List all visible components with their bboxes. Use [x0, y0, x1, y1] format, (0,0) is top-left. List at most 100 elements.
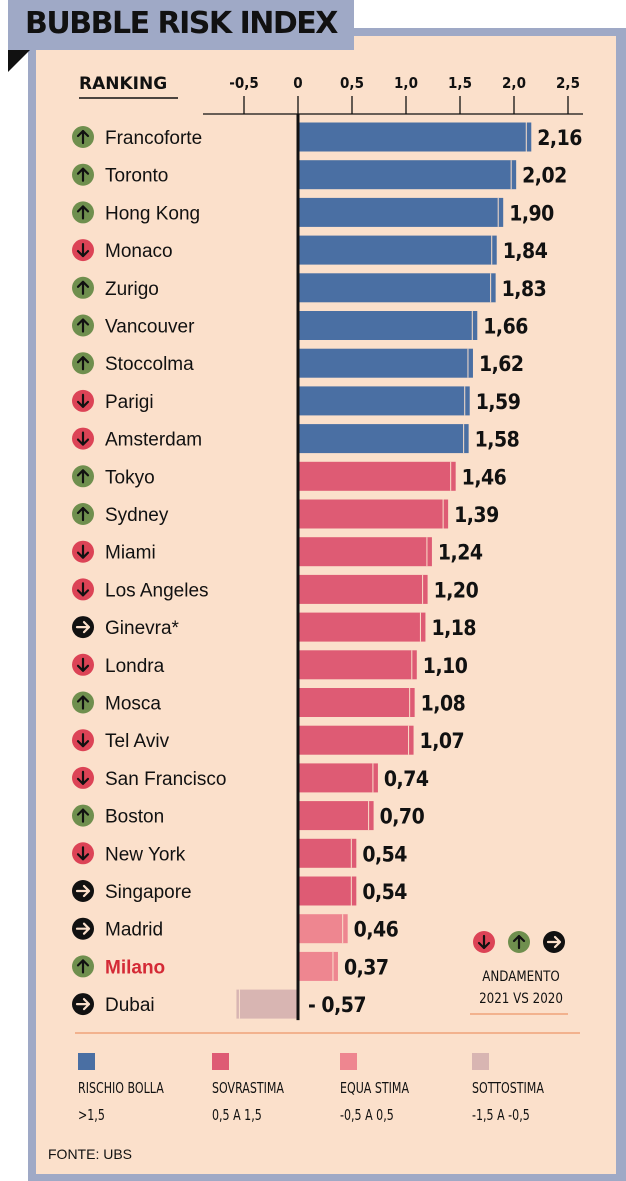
value-label: 0,74 [384, 767, 429, 791]
trend-up-icon [72, 465, 94, 488]
city-label: Singapore [105, 882, 192, 903]
legend-swatch-equa-stima [340, 1053, 357, 1070]
bar [298, 838, 357, 868]
trend-up-icon [72, 314, 94, 337]
city-label: Milano [105, 957, 165, 978]
x-tick-label: 2,0 [502, 74, 526, 92]
trend-up-icon [72, 276, 94, 299]
legend-label: RISCHIO BOLLA [78, 1079, 164, 1097]
city-label: Boston [105, 807, 164, 828]
bar [298, 612, 426, 642]
bar [298, 461, 456, 491]
legend-range: >1,5 [78, 1106, 105, 1124]
trend-up-icon [72, 691, 94, 714]
city-label: Toronto [105, 166, 168, 187]
value-label: 1,59 [476, 390, 521, 414]
ranking-label: RANKING [79, 74, 167, 94]
trend-down-icon [72, 766, 94, 789]
bar [298, 537, 432, 567]
bar [298, 725, 414, 755]
value-label: 1,24 [438, 541, 483, 565]
trend-up-icon [72, 201, 94, 224]
value-label: 1,20 [434, 578, 479, 602]
bar [298, 574, 428, 604]
legend-range: -0,5 A 0,5 [340, 1106, 394, 1124]
value-label: 1,62 [479, 352, 524, 376]
bar [298, 122, 532, 152]
value-label: 1,46 [462, 465, 507, 489]
trend-legend-line2: 2021 VS 2020 [479, 991, 563, 1007]
x-tick-label: 0 [293, 74, 302, 92]
legend-swatch-rischio-bolla [78, 1053, 95, 1070]
trend-flat-icon [72, 880, 94, 902]
trend-down-icon [72, 842, 94, 865]
legend-label: SOTTOSTIMA [472, 1079, 544, 1097]
legend-range: 0,5 A 1,5 [212, 1106, 262, 1124]
trend-down-icon [72, 540, 94, 563]
source-note: FONTE: UBS [48, 1146, 133, 1162]
city-label: Madrid [105, 920, 163, 941]
city-label: Parigi [105, 392, 154, 413]
trend-down-icon [72, 427, 94, 450]
bar [298, 801, 374, 831]
trend-down-icon [72, 389, 94, 412]
chart-title: BUBBLE RISK INDEX [25, 6, 338, 41]
bar [298, 273, 496, 303]
legend-swatch-sottostima [472, 1053, 489, 1070]
bar [298, 763, 378, 793]
title-box: BUBBLE RISK INDEX [8, 0, 354, 50]
trend-legend-caption: ANDAMENTO 2021 VS 2020 [474, 966, 568, 1010]
bar [298, 650, 417, 680]
city-label: Miami [105, 543, 156, 564]
trend-flat-icon [543, 931, 565, 953]
bar [298, 197, 504, 227]
value-label: 1,08 [421, 692, 466, 716]
value-label: 0,37 [344, 955, 389, 979]
x-tick-label: 1,0 [394, 74, 418, 92]
trend-down-icon [72, 653, 94, 676]
bar [298, 160, 517, 190]
city-label: Monaco [105, 241, 173, 262]
legend-swatch-sovrastima [212, 1053, 229, 1070]
trend-up-icon [72, 163, 94, 186]
city-label: Amsterdam [105, 430, 202, 451]
value-label: 1,10 [423, 654, 468, 678]
value-label: 0,46 [354, 918, 399, 942]
value-label: 2,16 [537, 126, 582, 150]
legend-label: SOVRASTIMA [212, 1079, 285, 1097]
city-label: Hong Kong [105, 203, 200, 224]
city-label: Francoforte [105, 128, 202, 149]
bar [298, 386, 470, 416]
trend-up-icon [72, 126, 94, 148]
trend-down-icon [72, 578, 94, 601]
city-label: Vancouver [105, 317, 195, 338]
value-label: 0,70 [380, 805, 425, 829]
city-label: Tokyo [105, 467, 155, 488]
value-label: 1,90 [509, 201, 554, 225]
value-label: 2,02 [522, 164, 567, 188]
trend-down-icon [72, 239, 94, 262]
value-label: 1,84 [503, 239, 548, 263]
value-label: 1,18 [431, 616, 476, 640]
trend-legend-line1: ANDAMENTO [482, 969, 560, 985]
trend-up-icon [72, 804, 94, 827]
city-label: Mosca [105, 694, 161, 715]
city-label: Londra [105, 656, 165, 677]
bar [298, 311, 478, 340]
value-label: - 0,57 [308, 993, 366, 1017]
trend-flat-icon [72, 993, 94, 1016]
x-tick-label: 0,5 [340, 74, 364, 92]
legend-label: EQUA STIMA [340, 1079, 410, 1097]
x-tick-label: 1,5 [448, 74, 472, 92]
trend-up-icon [72, 503, 94, 525]
bar [298, 348, 473, 378]
city-label: Stoccolma [105, 354, 194, 375]
city-label: Los Angeles [105, 580, 209, 601]
bar [298, 951, 338, 981]
city-label: Sydney [105, 505, 169, 526]
trend-down-icon [473, 931, 495, 953]
trend-flat-icon [72, 616, 94, 639]
value-label: 1,83 [502, 277, 547, 301]
city-label: Tel Aviv [105, 731, 170, 752]
